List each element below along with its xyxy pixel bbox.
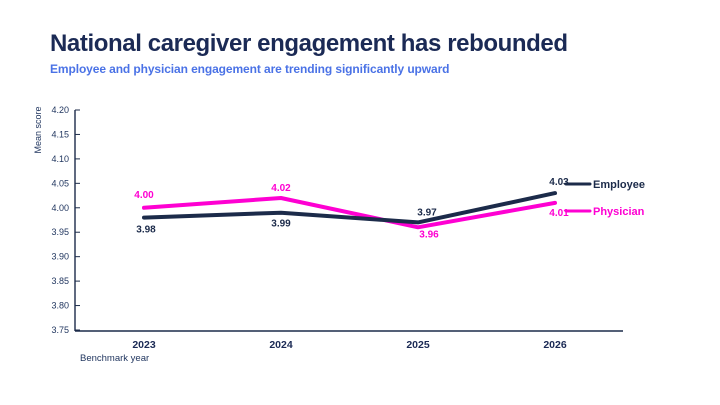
physician-data-label: 4.01 bbox=[549, 208, 569, 219]
page-title: National caregiver engagement has reboun… bbox=[50, 30, 568, 57]
y-tick-label: 3.95 bbox=[51, 227, 69, 237]
y-tick-label: 3.90 bbox=[51, 252, 69, 262]
x-tick-label: 2023 bbox=[132, 339, 156, 351]
x-tick-label: 2024 bbox=[269, 339, 293, 351]
employee-data-label: 4.03 bbox=[549, 177, 569, 188]
y-tick-label: 3.80 bbox=[51, 301, 69, 311]
employee-data-label: 3.97 bbox=[417, 207, 437, 218]
legend-label-employee: Employee bbox=[593, 179, 645, 191]
y-tick-label: 4.05 bbox=[51, 178, 69, 188]
x-axis-title: Benchmark year bbox=[80, 353, 149, 364]
y-tick-label: 3.85 bbox=[51, 276, 69, 286]
employee-data-label: 3.98 bbox=[136, 225, 156, 236]
y-tick-label: 4.15 bbox=[51, 129, 69, 139]
x-tick-label: 2025 bbox=[406, 339, 430, 351]
page-subtitle: Employee and physician engagement are tr… bbox=[50, 62, 450, 76]
x-tick-label: 2026 bbox=[543, 339, 567, 351]
y-tick-label: 4.00 bbox=[51, 203, 69, 213]
employee-line bbox=[142, 191, 557, 225]
y-axis-title: Mean score bbox=[33, 106, 43, 153]
y-tick-label: 4.10 bbox=[51, 154, 69, 164]
physician-data-label: 3.96 bbox=[419, 229, 439, 240]
employee-data-label: 3.99 bbox=[271, 219, 291, 230]
physician-data-label: 4.00 bbox=[134, 190, 154, 201]
y-tick-label: 3.75 bbox=[51, 325, 69, 335]
physician-line bbox=[142, 196, 557, 230]
physician-data-label: 4.02 bbox=[271, 183, 291, 194]
legend-label-physician: Physician bbox=[593, 206, 645, 218]
y-tick-label: 4.20 bbox=[51, 105, 69, 115]
